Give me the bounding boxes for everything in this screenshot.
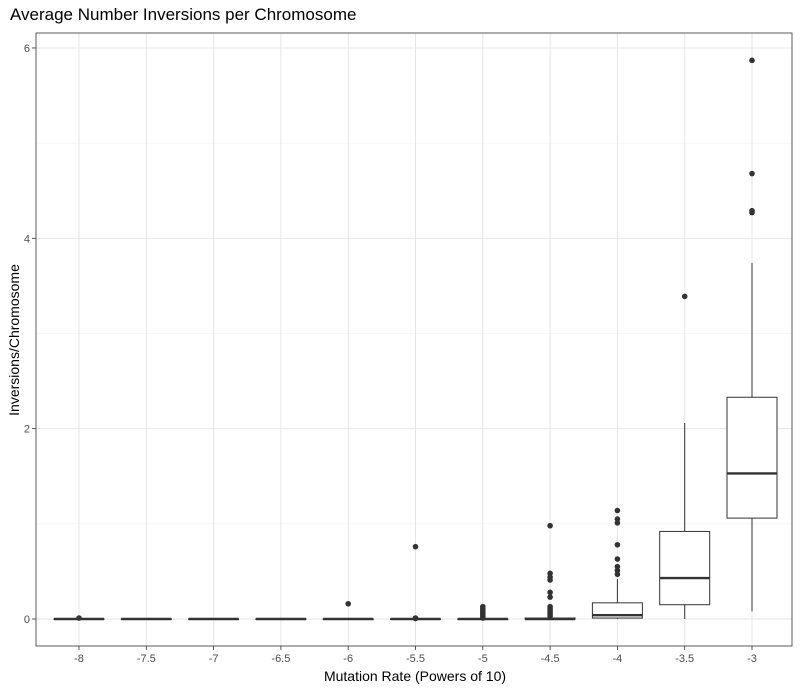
outlier-point <box>614 507 621 514</box>
box-iqr <box>659 530 711 606</box>
outlier-point <box>749 170 755 177</box>
box--5.5 <box>390 543 441 622</box>
x-tick-label: -6 <box>343 653 353 665</box>
y-axis: 0 2 4 6 <box>24 43 36 626</box>
outlier-point <box>749 57 755 64</box>
box-iqr <box>726 396 778 519</box>
box--4.5 <box>524 522 576 621</box>
x-tick-label: -3 <box>747 653 757 665</box>
outlier-point <box>480 615 486 621</box>
x-tick-label: -7 <box>209 653 219 665</box>
x-tick-label: -5 <box>478 653 488 665</box>
x-tick-label: -4 <box>613 653 623 665</box>
x-axis: -8 -7.5 -7 -6.5 -6 -5.5 -5 -4.5 -4 -3.5 -3 <box>74 646 757 665</box>
x-tick-label: -5.5 <box>406 653 425 665</box>
y-tick-label: 0 <box>24 614 30 626</box>
x-tick-label: -3.5 <box>675 653 694 665</box>
box--7.5 <box>120 617 172 621</box>
chart-title: Average Number Inversions per Chromosome <box>10 5 357 24</box>
outlier-point <box>547 594 553 600</box>
outlier-point <box>614 571 621 578</box>
plot-panel-border <box>35 32 793 647</box>
outlier-point <box>412 615 419 622</box>
box--5 <box>457 603 509 621</box>
outlier-point <box>681 293 688 300</box>
x-tick-label: -7.5 <box>137 653 156 665</box>
x-tick-label: -8 <box>74 653 84 665</box>
y-tick-label: 4 <box>24 233 30 245</box>
y-axis-title: Inversions/Chromosome <box>6 264 22 416</box>
outlier-point <box>547 589 553 596</box>
outlier-point <box>547 522 553 529</box>
box--4 <box>591 507 643 619</box>
outlier-point <box>749 209 755 216</box>
x-axis-title: Mutation Rate (Powers of 10) <box>324 668 506 684</box>
y-tick-label: 2 <box>24 424 30 436</box>
outlier-point <box>614 556 621 562</box>
outlier-point <box>76 615 82 621</box>
outlier-point <box>412 543 419 550</box>
box--3.5 <box>659 293 711 619</box>
outlier-point <box>614 541 621 548</box>
box--8 <box>53 615 105 621</box>
y-tick-label: 6 <box>24 43 30 55</box>
box--6.5 <box>255 617 307 621</box>
outlier-point <box>345 600 352 607</box>
x-tick-label: -4.5 <box>541 653 560 665</box>
outlier-point <box>614 520 621 526</box>
outlier-point <box>547 577 553 583</box>
box--7 <box>188 617 240 621</box>
boxes-layer <box>53 57 778 622</box>
x-tick-label: -6.5 <box>271 653 290 665</box>
box--3 <box>726 57 778 612</box>
box--6 <box>322 600 374 621</box>
outlier-point <box>547 613 553 619</box>
